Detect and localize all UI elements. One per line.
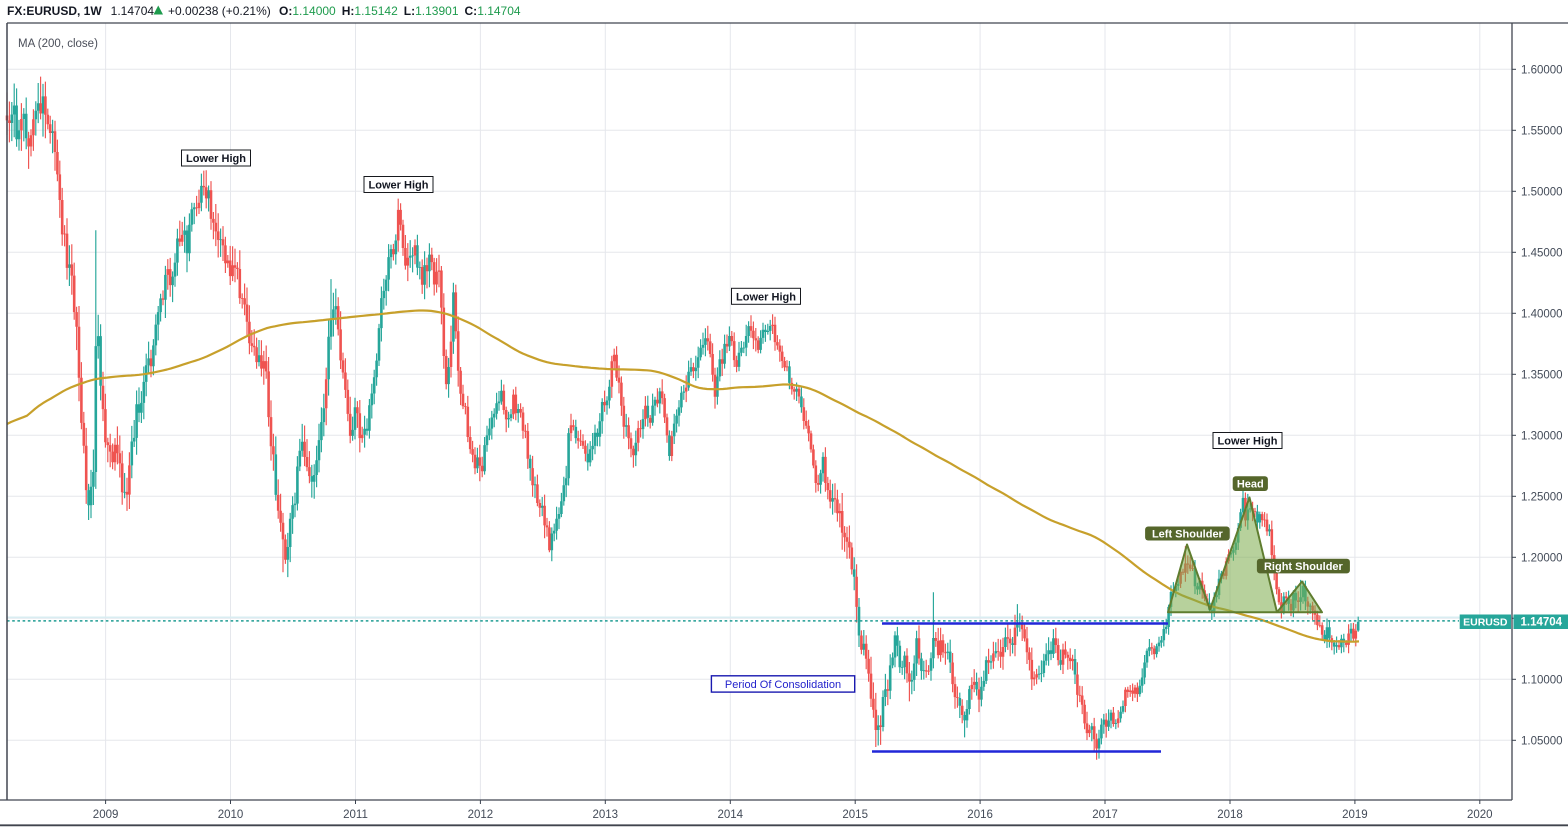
svg-text:1.05000: 1.05000 [1521,735,1563,747]
svg-text:2011: 2011 [343,809,368,821]
svg-text:2017: 2017 [1092,809,1118,821]
svg-text:Head: Head [1237,479,1264,491]
svg-text:Lower High: Lower High [1218,436,1278,448]
svg-text:1.10000: 1.10000 [1521,674,1563,686]
svg-text:2012: 2012 [468,809,494,821]
svg-text:1.35000: 1.35000 [1521,369,1563,381]
svg-text:2013: 2013 [593,809,619,821]
svg-text:2009: 2009 [93,809,119,821]
svg-text:2015: 2015 [842,809,868,821]
svg-text:1.55000: 1.55000 [1521,125,1563,137]
svg-text:1.60000: 1.60000 [1521,64,1563,76]
svg-text:FX:EURUSD, 1W1.14704: FX:EURUSD, 1W 1.14704 [7,4,154,18]
svg-text:2014: 2014 [718,809,744,821]
svg-text:EURUSD: EURUSD [1463,617,1508,629]
svg-text:Lower High: Lower High [186,153,246,165]
svg-text:2016: 2016 [967,809,993,821]
svg-text:2019: 2019 [1342,809,1368,821]
svg-text:+0.00238 (+0.21%): +0.00238 (+0.21%) [168,4,271,18]
svg-text:1.30000: 1.30000 [1521,430,1563,442]
svg-text:Left Shoulder: Left Shoulder [1152,529,1224,541]
svg-text:Lower High: Lower High [736,291,796,303]
svg-text:1.40000: 1.40000 [1521,308,1563,320]
svg-text:1.50000: 1.50000 [1521,186,1563,198]
svg-text:1.25000: 1.25000 [1521,491,1563,503]
svg-text:MA (200, close): MA (200, close) [18,38,98,50]
svg-text:Lower High: Lower High [369,180,429,192]
svg-text:1.14704: 1.14704 [1521,617,1563,629]
svg-text:1.45000: 1.45000 [1521,247,1563,259]
svg-text:2020: 2020 [1467,809,1493,821]
svg-text:Right Shoulder: Right Shoulder [1264,561,1344,573]
svg-text:1.20000: 1.20000 [1521,552,1563,564]
svg-text:2018: 2018 [1217,809,1243,821]
svg-text:Period Of Consolidation: Period Of Consolidation [725,679,841,691]
svg-text:2010: 2010 [218,809,244,821]
